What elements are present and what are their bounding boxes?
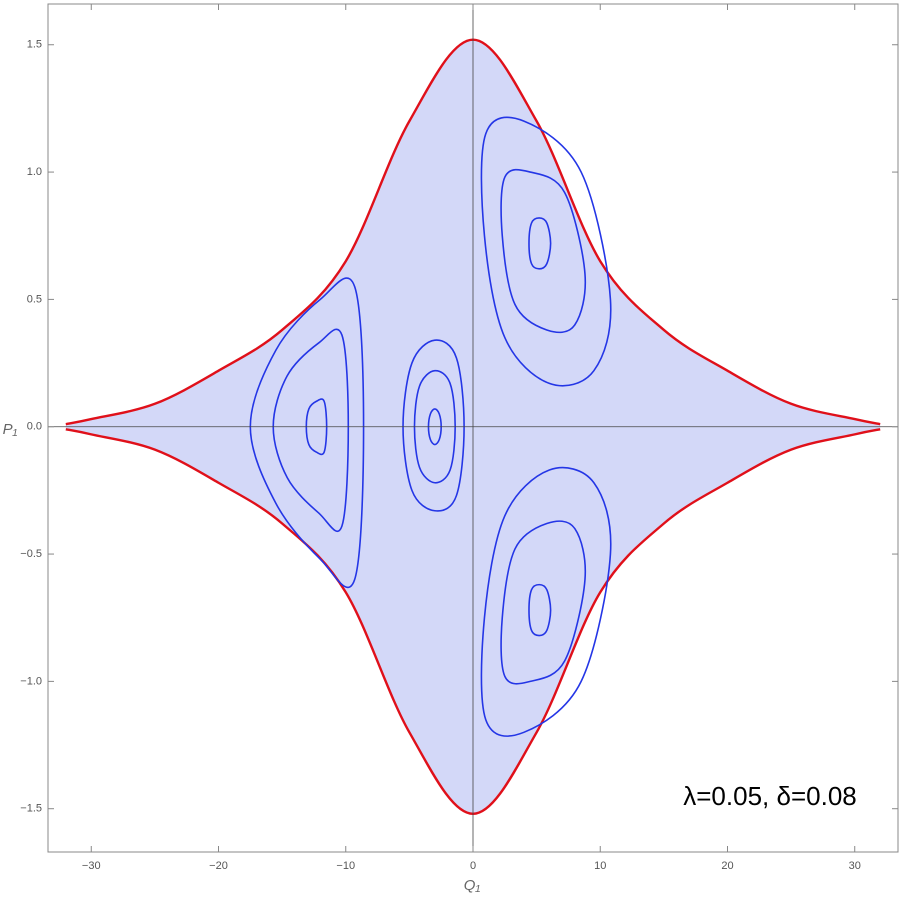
y-tick-label: −0.5 xyxy=(20,548,42,560)
island-orbit xyxy=(480,116,612,387)
y-tick-label: −1.0 xyxy=(20,675,42,687)
y-axis-title: P₁ xyxy=(3,421,18,438)
x-tick-label: 20 xyxy=(721,860,733,872)
y-tick-label: 1.5 xyxy=(27,39,42,51)
island-orbit xyxy=(528,217,552,270)
island-orbit xyxy=(480,466,612,737)
island-orbit xyxy=(528,583,552,637)
x-tick-label: 10 xyxy=(594,860,606,872)
x-tick-label: −30 xyxy=(82,860,101,872)
y-tick-label: −1.5 xyxy=(20,803,42,815)
island-orbit xyxy=(500,168,587,334)
x-tick-label: −10 xyxy=(336,860,355,872)
y-tick-label: 0.0 xyxy=(27,421,42,433)
y-tick-label: 1.0 xyxy=(27,166,42,178)
x-tick-label: 0 xyxy=(470,860,476,872)
x-axis-title: Q₁ xyxy=(464,877,481,894)
annotation: λ=0.05, δ=0.08 xyxy=(683,781,857,811)
x-tick-label: −20 xyxy=(209,860,228,872)
x-tick-label: 30 xyxy=(849,860,861,872)
island-orbit xyxy=(500,520,587,685)
y-tick-label: 0.5 xyxy=(27,293,42,305)
